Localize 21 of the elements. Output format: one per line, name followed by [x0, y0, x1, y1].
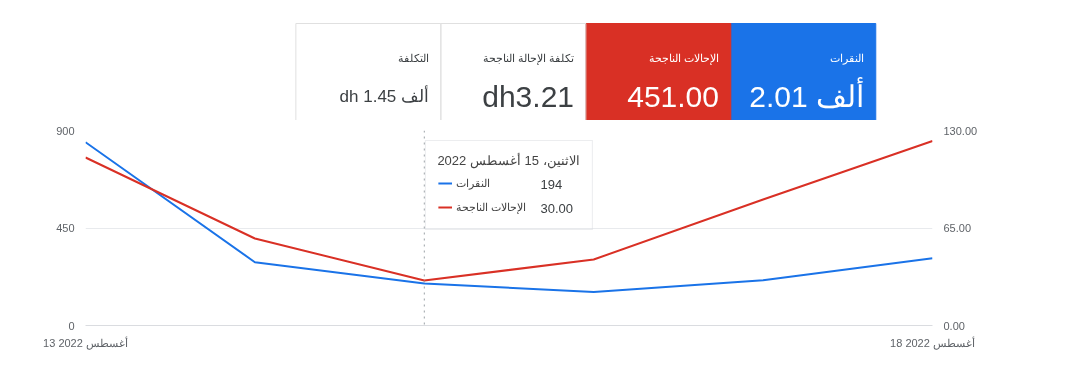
y2-tick-label: 65.00 [943, 222, 972, 234]
annotation: 30.00 [540, 200, 574, 216]
category-label: الإحالات الناجحة [648, 51, 719, 65]
x-tick-label: 18 أغسطس 2022 [890, 335, 975, 350]
text: dh 1.45 ألف [339, 85, 430, 106]
legend-label: الإحالات الناجحة [456, 200, 527, 214]
y2-tick-label: 0.00 [943, 319, 965, 332]
y2-tick-label: 130.00 [943, 124, 978, 137]
text: 2.01 ألف [749, 77, 864, 113]
legend-title: الاثنين، 15 أغسطس 2022 [437, 153, 580, 168]
y-tick-label: 900 [56, 124, 75, 137]
category-label: التكلفة [398, 51, 430, 64]
annotation: 194 [540, 176, 563, 192]
category-label: النقرات [829, 51, 864, 65]
legend-label: النقرات [456, 176, 491, 190]
text: dh3.21 [482, 80, 575, 113]
text: 451.00 [627, 79, 719, 113]
category-label: تكلفة الإحالة الناجحة [482, 51, 575, 65]
y-tick-label: 450 [56, 222, 75, 234]
x-tick-label: 13 أغسطس 2022 [43, 335, 128, 350]
y-tick-label: 0 [68, 319, 75, 332]
